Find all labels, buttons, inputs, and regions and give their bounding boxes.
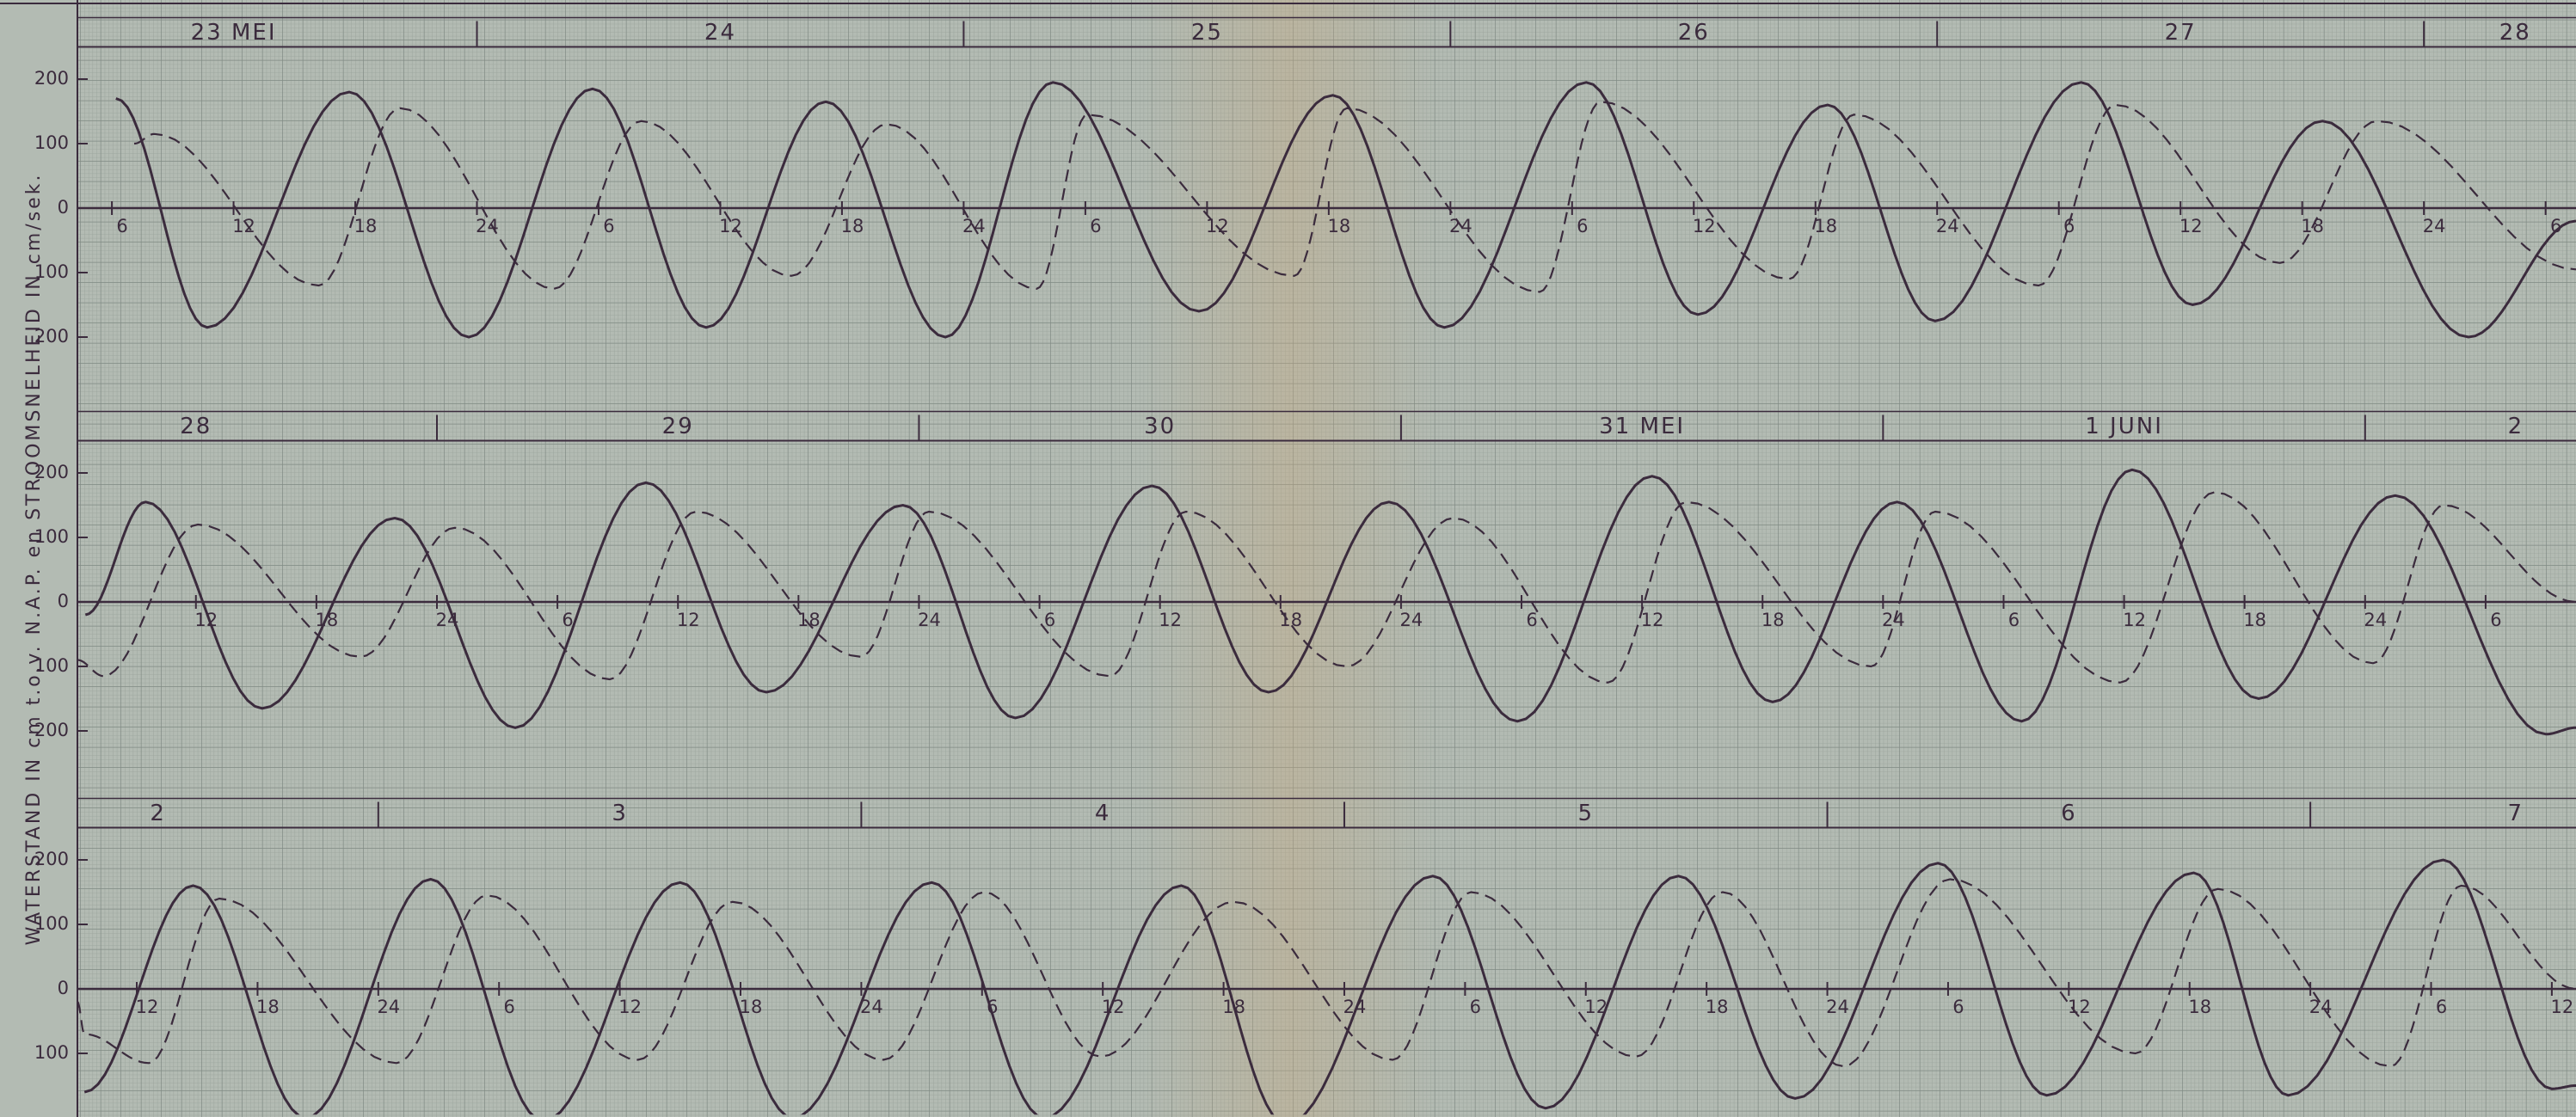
x-tick-label: 12: [2179, 216, 2203, 236]
x-tick-label: 6: [2436, 997, 2447, 1017]
x-tick-label: 18: [256, 997, 280, 1017]
day-label: 7: [2508, 801, 2524, 826]
x-tick-label: 6: [562, 610, 573, 630]
x-tick-label: 6: [116, 216, 127, 236]
y-tick-label: 0: [58, 978, 69, 998]
x-tick-label: 24: [1400, 610, 1423, 630]
x-tick-label: 18: [841, 216, 864, 236]
x-tick-label: 12: [1641, 610, 1664, 630]
day-label: 25: [1191, 20, 1223, 46]
day-label: 28: [2499, 20, 2531, 46]
day-label: 6: [2061, 801, 2077, 826]
day-label: 2: [2508, 414, 2524, 439]
x-tick-label: 6: [1090, 216, 1101, 236]
y-tick-label: 100: [34, 132, 69, 153]
paper-fold: [1144, 0, 1436, 1117]
x-tick-label: 6: [504, 997, 515, 1017]
x-tick-label: 24: [1826, 997, 1849, 1017]
solid-curve: [115, 81, 2576, 339]
solid-curve: [83, 858, 2576, 1115]
x-tick-label: 18: [1706, 997, 1729, 1017]
y-tick-label: 100: [34, 526, 69, 547]
x-tick-label: 6: [1526, 610, 1537, 630]
x-tick-label: 12: [1159, 610, 1182, 630]
x-tick-label: 12: [232, 216, 255, 236]
day-label: 26: [1678, 20, 1710, 46]
dashed-curve: [77, 491, 2576, 684]
x-tick-label: 12: [618, 997, 642, 1017]
day-label: 31 MEI: [1599, 414, 1685, 439]
x-tick-label: 6: [1044, 610, 1055, 630]
x-tick-label: 24: [2423, 216, 2446, 236]
day-label: 4: [1095, 801, 1111, 826]
y-tick-label: 200: [34, 68, 69, 89]
x-tick-label: 6: [1952, 997, 1964, 1017]
day-label: 2: [150, 801, 166, 826]
solid-curve: [84, 468, 2576, 736]
x-tick-label: 18: [1327, 216, 1350, 236]
x-tick-label: 24: [2364, 610, 2387, 630]
x-tick-label: 18: [1814, 216, 1837, 236]
x-tick-label: 6: [2008, 610, 2020, 630]
x-tick-label: 18: [2243, 610, 2266, 630]
x-tick-label: 12: [2068, 997, 2091, 1017]
x-tick-label: 18: [2188, 997, 2211, 1017]
day-label: 5: [1577, 801, 1594, 826]
y-tick-label: 200: [34, 720, 69, 740]
day-label: 23 MEI: [191, 20, 277, 46]
y-tick-label: 100: [34, 1042, 69, 1063]
x-tick-label: 18: [354, 216, 378, 236]
x-tick-label: 6: [2550, 216, 2561, 236]
x-tick-label: 12: [136, 997, 159, 1017]
day-label: 24: [704, 20, 736, 46]
x-tick-label: 18: [797, 610, 821, 630]
x-tick-label: 24: [476, 216, 499, 236]
y-tick-label: 200: [34, 849, 69, 869]
y-tick-label: 100: [34, 261, 69, 282]
day-label: 3: [612, 801, 628, 826]
x-tick-label: 6: [603, 216, 614, 236]
y-tick-label: 0: [58, 197, 69, 218]
x-tick-label: 24: [1936, 216, 1959, 236]
y-tick-label: 200: [34, 326, 69, 347]
x-tick-label: 12: [1693, 216, 1716, 236]
x-tick-label: 24: [1882, 610, 1905, 630]
x-tick-label: 24: [918, 610, 941, 630]
y-tick-label: 100: [34, 913, 69, 934]
x-tick-label: 6: [2490, 610, 2501, 630]
x-tick-label: 24: [377, 997, 400, 1017]
day-label: 28: [180, 414, 212, 439]
y-axis-label: WATERSTAND IN cm t.o.v. N.A.P. en STROOM…: [23, 173, 45, 946]
day-label: 29: [662, 414, 694, 439]
x-tick-label: 6: [2063, 216, 2075, 236]
y-tick-label: 0: [58, 591, 69, 611]
x-tick-label: 6: [1577, 216, 1588, 236]
x-tick-label: 6: [1470, 997, 1481, 1017]
x-tick-label: 18: [740, 997, 763, 1017]
x-tick-label: 12: [2551, 997, 2574, 1017]
x-tick-label: 18: [1761, 610, 1785, 630]
x-tick-label: 24: [860, 997, 883, 1017]
day-label: 30: [1144, 414, 1176, 439]
day-label: 27: [2165, 20, 2197, 46]
day-label: 1 JUNI: [2085, 414, 2163, 439]
dashed-curve: [77, 878, 2576, 1068]
y-tick-label: 200: [34, 462, 69, 482]
dashed-curve: [133, 101, 2576, 293]
y-tick-label: 100: [34, 655, 69, 676]
x-tick-label: 12: [2123, 610, 2146, 630]
x-tick-label: 12: [677, 610, 700, 630]
